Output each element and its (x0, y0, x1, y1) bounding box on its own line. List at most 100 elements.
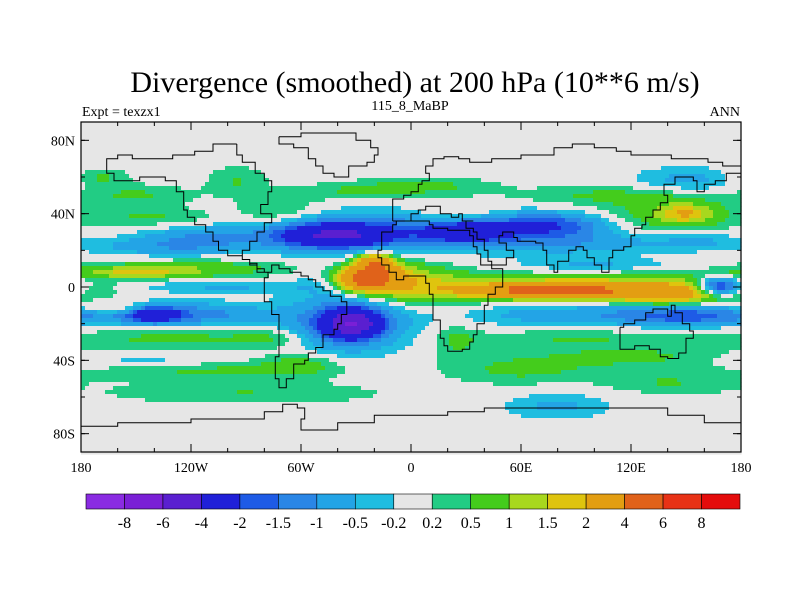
field-cell (305, 222, 322, 227)
field-cell (345, 366, 438, 371)
field-cell (81, 310, 98, 315)
field-cell (709, 206, 726, 211)
field-cell (705, 282, 710, 287)
field-cell (733, 274, 742, 279)
field-cell (125, 262, 234, 267)
field-cell (469, 334, 742, 339)
field-cell (625, 190, 674, 195)
field-cell (81, 374, 338, 379)
field-cell (81, 138, 742, 143)
field-cell (705, 286, 710, 291)
colorbar: -8 -6 -4 -2 -1.5 -1 -0.5 -0.2 0.2 0.5 1 1.5 2 4 6 8 (85, 493, 741, 532)
field-cell (705, 278, 710, 283)
field-cell (601, 218, 610, 223)
field-cell (305, 326, 314, 331)
field-cell (673, 206, 694, 211)
field-cell (409, 326, 426, 331)
field-cell (337, 190, 426, 195)
field-cell (481, 254, 642, 259)
field-cell (473, 338, 554, 343)
field-cell (205, 226, 270, 231)
field-cell (705, 274, 734, 279)
subtitle-left: Expt = texzx1 (82, 105, 161, 120)
field-cell (81, 394, 118, 399)
field-cell (337, 282, 342, 287)
field-cell (85, 278, 170, 283)
field-cell (81, 314, 94, 319)
field-cell (653, 214, 666, 219)
field-cell (533, 198, 594, 203)
field-cell (405, 258, 426, 263)
field-cell (309, 338, 322, 343)
field-cell (537, 206, 598, 211)
field-cell (225, 310, 306, 315)
field-cell (717, 222, 742, 227)
field-cell (357, 250, 366, 255)
field-cell (365, 250, 394, 255)
field-cell (713, 286, 718, 291)
colorbar-swatch (278, 493, 318, 510)
field-cell (301, 342, 314, 347)
field-cell (325, 310, 374, 315)
field-cell (317, 218, 406, 223)
field-cell (105, 390, 238, 395)
field-cell (361, 254, 370, 259)
field-cell (269, 274, 322, 279)
landmass-outline-4 (619, 304, 694, 359)
field-cell (489, 210, 518, 215)
field-cell (417, 234, 514, 239)
field-cell (713, 210, 730, 215)
field-cell (329, 270, 338, 275)
field-cell (733, 310, 742, 315)
field-cell (169, 246, 198, 251)
field-cell (81, 226, 170, 231)
field-cell (117, 290, 170, 295)
field-cell (649, 182, 726, 187)
field-cell (713, 294, 722, 299)
field-cell (81, 382, 90, 387)
field-cell (409, 234, 418, 239)
field-cell (353, 262, 358, 267)
field-cell (277, 346, 306, 351)
field-cell (357, 254, 362, 259)
field-cell (297, 314, 314, 319)
field-cell (437, 354, 550, 359)
field-cell (321, 334, 330, 339)
field-cell (81, 406, 506, 411)
field-cell (81, 322, 86, 327)
field-cell (725, 218, 742, 223)
field-cell (405, 266, 418, 271)
field-cell (709, 286, 714, 291)
field-cell (81, 198, 194, 203)
field-cell (357, 178, 482, 183)
field-cell (297, 330, 310, 335)
field-cell (409, 314, 434, 319)
field-cell (385, 330, 394, 335)
field-cell (737, 318, 742, 323)
field-cell (709, 278, 734, 283)
field-cell (673, 190, 738, 195)
field-cell (345, 270, 358, 275)
field-cell (677, 210, 694, 215)
field-cell (97, 330, 274, 335)
field-cell (125, 314, 134, 319)
field-cell (425, 274, 454, 279)
field-cell (621, 226, 642, 231)
field-cell (341, 274, 354, 279)
field-cell (517, 186, 538, 191)
field-cell (669, 310, 698, 315)
field-cell (593, 238, 642, 243)
field-cell (433, 318, 474, 323)
field-cell (709, 290, 714, 295)
field-cell (93, 314, 114, 319)
field-cell (609, 338, 742, 343)
field-cell (81, 222, 158, 227)
field-cell (133, 302, 146, 307)
field-cell (429, 270, 470, 275)
colorbar-swatch (662, 493, 702, 510)
field-cell (365, 290, 454, 295)
field-cell (169, 270, 202, 275)
field-cell (473, 194, 506, 199)
field-cell (469, 270, 534, 275)
field-cell (549, 354, 674, 359)
